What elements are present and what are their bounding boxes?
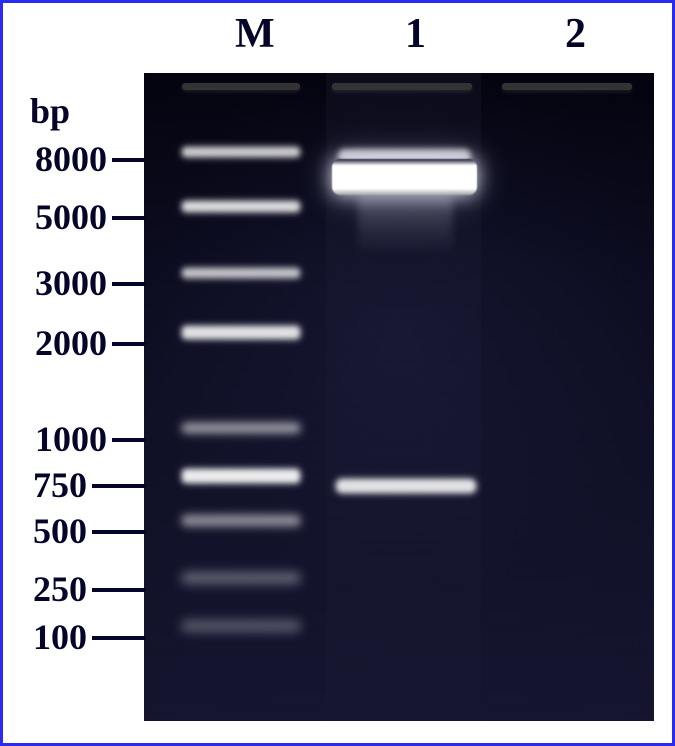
tick-5000 <box>112 216 146 220</box>
tick-250 <box>92 588 146 592</box>
ladder-band-250 <box>182 573 300 583</box>
label-250: 250 <box>5 568 87 610</box>
ladder-band-5000 <box>182 201 300 212</box>
lane1-lower-band <box>336 479 476 493</box>
ladder-band-1000 <box>182 423 300 433</box>
well-1 <box>332 83 472 90</box>
tick-500 <box>92 530 146 534</box>
gel-area <box>144 73 654 721</box>
lane-header-1: 1 <box>405 10 426 58</box>
tick-100 <box>92 636 146 640</box>
well-2 <box>502 83 632 90</box>
ladder-band-500 <box>182 515 300 526</box>
lane-header-2: 2 <box>565 10 586 58</box>
tick-8000 <box>112 158 146 162</box>
unit-label-bp: bp <box>30 90 70 132</box>
ladder-band-8000 <box>182 147 300 157</box>
ladder-band-750 <box>182 469 300 483</box>
label-3000: 3000 <box>5 262 107 304</box>
lane1-smear <box>358 195 453 255</box>
label-1000: 1000 <box>5 418 107 460</box>
lane-header-M: M <box>235 10 275 58</box>
label-2000: 2000 <box>5 322 107 364</box>
label-500: 500 <box>5 510 87 552</box>
tick-750 <box>92 484 146 488</box>
label-100: 100 <box>5 616 87 658</box>
tick-3000 <box>112 282 146 286</box>
tick-1000 <box>112 438 146 442</box>
well-M <box>182 83 300 90</box>
label-8000: 8000 <box>5 138 107 180</box>
label-5000: 5000 <box>5 196 107 238</box>
ladder-band-3000 <box>182 268 300 278</box>
tick-2000 <box>112 342 146 346</box>
label-750: 750 <box>5 464 87 506</box>
ladder-band-100 <box>182 621 300 631</box>
ladder-band-2000 <box>182 326 300 339</box>
lane1-bright-upper <box>332 159 477 195</box>
